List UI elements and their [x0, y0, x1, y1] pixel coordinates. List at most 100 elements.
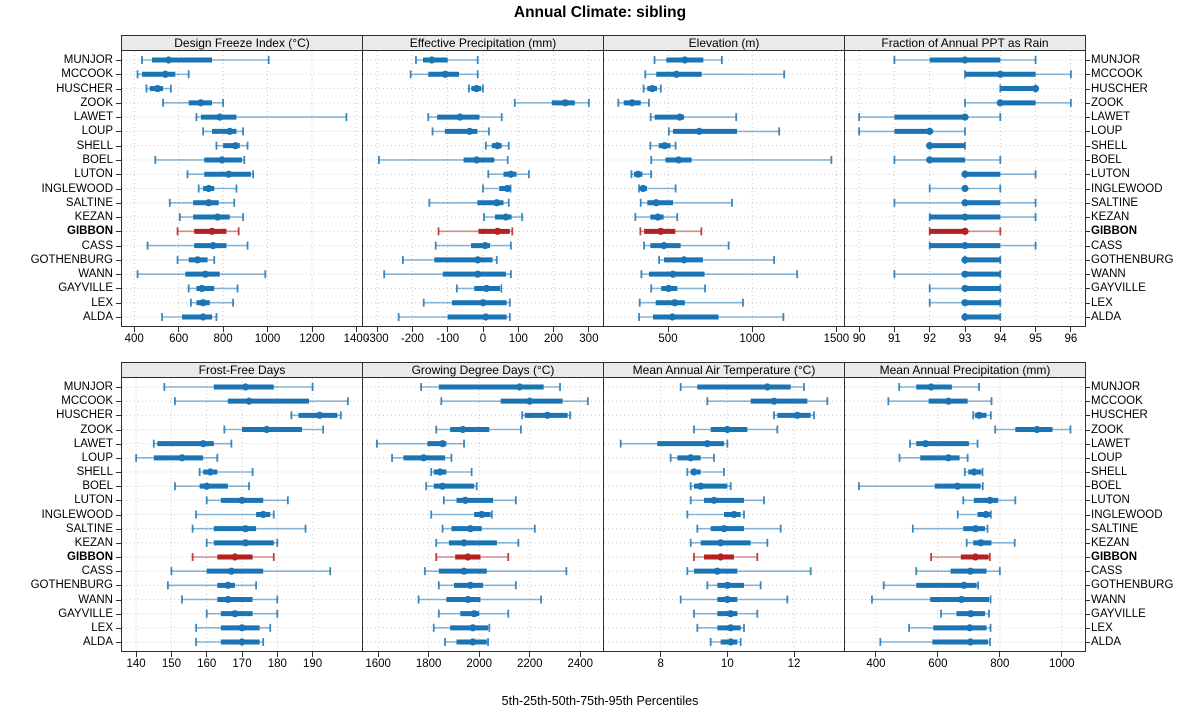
percentile-series-gothenburg [658, 255, 776, 264]
y-tick-mark-left [116, 202, 121, 204]
station-label-lawet: LAWET [73, 437, 113, 450]
x-tick-mark [135, 652, 137, 657]
percentile-series-shell [215, 141, 249, 150]
station-label-gibbon: GIBBON [1091, 225, 1137, 238]
percentiles-caption: 5th-25th-50th-75th-95th Percentiles [501, 694, 699, 708]
station-label-inglewood: INGLEWOOD [41, 182, 113, 195]
station-label-gayville: GAYVILLE [58, 607, 113, 620]
x-tick-mark [667, 327, 669, 332]
percentile-series-munjor [679, 383, 805, 391]
y-tick-mark-left [116, 117, 121, 119]
percentile-series-cass [686, 567, 812, 576]
panel-strip-title: Frost-Free Days [121, 362, 363, 378]
x-tick-label: 95 [1029, 333, 1042, 345]
y-tick-mark-left [116, 415, 121, 417]
percentile-series-lex [928, 298, 1002, 307]
x-tick-label: 300 [579, 333, 599, 345]
y-tick-mark-left [116, 188, 121, 190]
percentile-series-gayville [693, 609, 759, 618]
y-tick-mark-left [116, 514, 121, 516]
station-label-huscher: HUSCHER [1091, 82, 1148, 95]
station-label-mccook: MCCOOK [61, 68, 113, 81]
x-tick-mark [478, 652, 480, 657]
y-tick-mark-right [1085, 429, 1090, 431]
percentile-series-gibbon [930, 553, 991, 561]
x-tick-mark [267, 327, 269, 332]
percentile-series-lex [422, 298, 511, 307]
station-label-alda: ALDA [1091, 311, 1122, 323]
percentile-series-boel [377, 155, 509, 164]
y-tick-mark-left [116, 571, 121, 573]
percentile-series-lawet [649, 113, 738, 122]
percentile-series-gothenburg [882, 581, 980, 590]
station-label-shell: SHELL [76, 139, 113, 152]
percentile-series-saltine [191, 524, 307, 533]
station-label-boel: BOEL [1091, 480, 1122, 493]
x-tick-mark [517, 327, 519, 332]
percentile-series-gibbon [639, 227, 703, 236]
x-tick-mark [660, 652, 662, 657]
station-label-kezan: KEZAN [1091, 536, 1130, 549]
percentile-series-shell [926, 141, 966, 150]
station-label-saltine: SALTINE [65, 196, 113, 209]
y-tick-mark-right [1085, 217, 1090, 219]
y-tick-mark-left [116, 542, 121, 544]
panel-canvas [604, 378, 844, 651]
x-tick-label: 400 [124, 333, 144, 345]
percentile-series-gothenburg [706, 581, 762, 590]
station-label-lex: LEX [91, 621, 113, 634]
y-tick-mark-right [1085, 231, 1090, 233]
station-label-cass: CASS [81, 239, 113, 252]
panel-effective-precipitation: Effective Precipitation (mm) [362, 35, 604, 327]
y-tick-mark-left [116, 231, 121, 233]
y-tick-mark-right [1085, 542, 1090, 544]
y-tick-mark-left [116, 174, 121, 176]
percentile-series-kezan [689, 538, 769, 547]
percentile-series-gothenburg [166, 581, 258, 590]
x-axis-panel-1: -300 -200 -100 0 100 200 300 [363, 327, 603, 349]
y-tick-mark-left [116, 557, 121, 558]
percentile-series-mccook [644, 70, 786, 79]
percentile-series-zook [964, 98, 1072, 107]
panel-canvas [363, 51, 603, 326]
panel-strip-title: Fraction of Annual PPT as Rain [844, 35, 1086, 51]
percentile-series-mccook [136, 70, 190, 79]
x-tick-label: 8 [657, 658, 664, 670]
station-label-mccook: MCCOOK [61, 395, 113, 408]
y-tick-mark-right [1085, 387, 1090, 388]
percentile-series-alda [397, 313, 511, 321]
x-axis-panel-6: 8 10 12 [604, 652, 844, 674]
percentile-series-saltine [441, 524, 536, 533]
x-tick-label: 1000 [254, 333, 281, 345]
percentile-series-lex [638, 298, 744, 307]
x-tick-mark [241, 652, 243, 657]
x-tick-mark [937, 652, 939, 657]
station-label-luton: LUTON [1091, 168, 1130, 181]
station-label-gayville: GAYVILLE [1091, 607, 1146, 620]
percentile-series-kezan [634, 213, 679, 222]
x-tick-mark [793, 652, 795, 657]
station-label-lawet: LAWET [1091, 437, 1131, 450]
station-label-mccook: MCCOOK [1091, 395, 1143, 408]
y-tick-mark-right [1085, 288, 1090, 290]
panel-strip-title: Effective Precipitation (mm) [362, 35, 604, 51]
panel-canvas [604, 51, 844, 326]
y-tick-mark-right [1085, 74, 1090, 76]
y-tick-mark-right [1085, 145, 1090, 147]
percentile-series-luton [961, 170, 1037, 179]
x-tick-label: 1500 [823, 333, 850, 345]
percentile-series-huscher [642, 84, 662, 93]
percentile-series-kezan [928, 213, 1037, 222]
percentile-series-kezan [435, 538, 520, 547]
y-tick-mark-left [116, 457, 121, 459]
panel-plot-area [121, 377, 363, 652]
x-tick-mark [428, 652, 430, 657]
station-label-munjor: MUNJOR [63, 381, 113, 393]
station-label-munjor: MUNJOR [63, 54, 113, 66]
x-tick-label: -300 [365, 333, 389, 345]
x-tick-mark [553, 327, 555, 332]
percentile-series-munjor [141, 56, 270, 64]
x-tick-label: 800 [990, 658, 1010, 670]
percentile-series-gayville [928, 284, 1002, 293]
station-label-boel: BOEL [82, 153, 113, 166]
